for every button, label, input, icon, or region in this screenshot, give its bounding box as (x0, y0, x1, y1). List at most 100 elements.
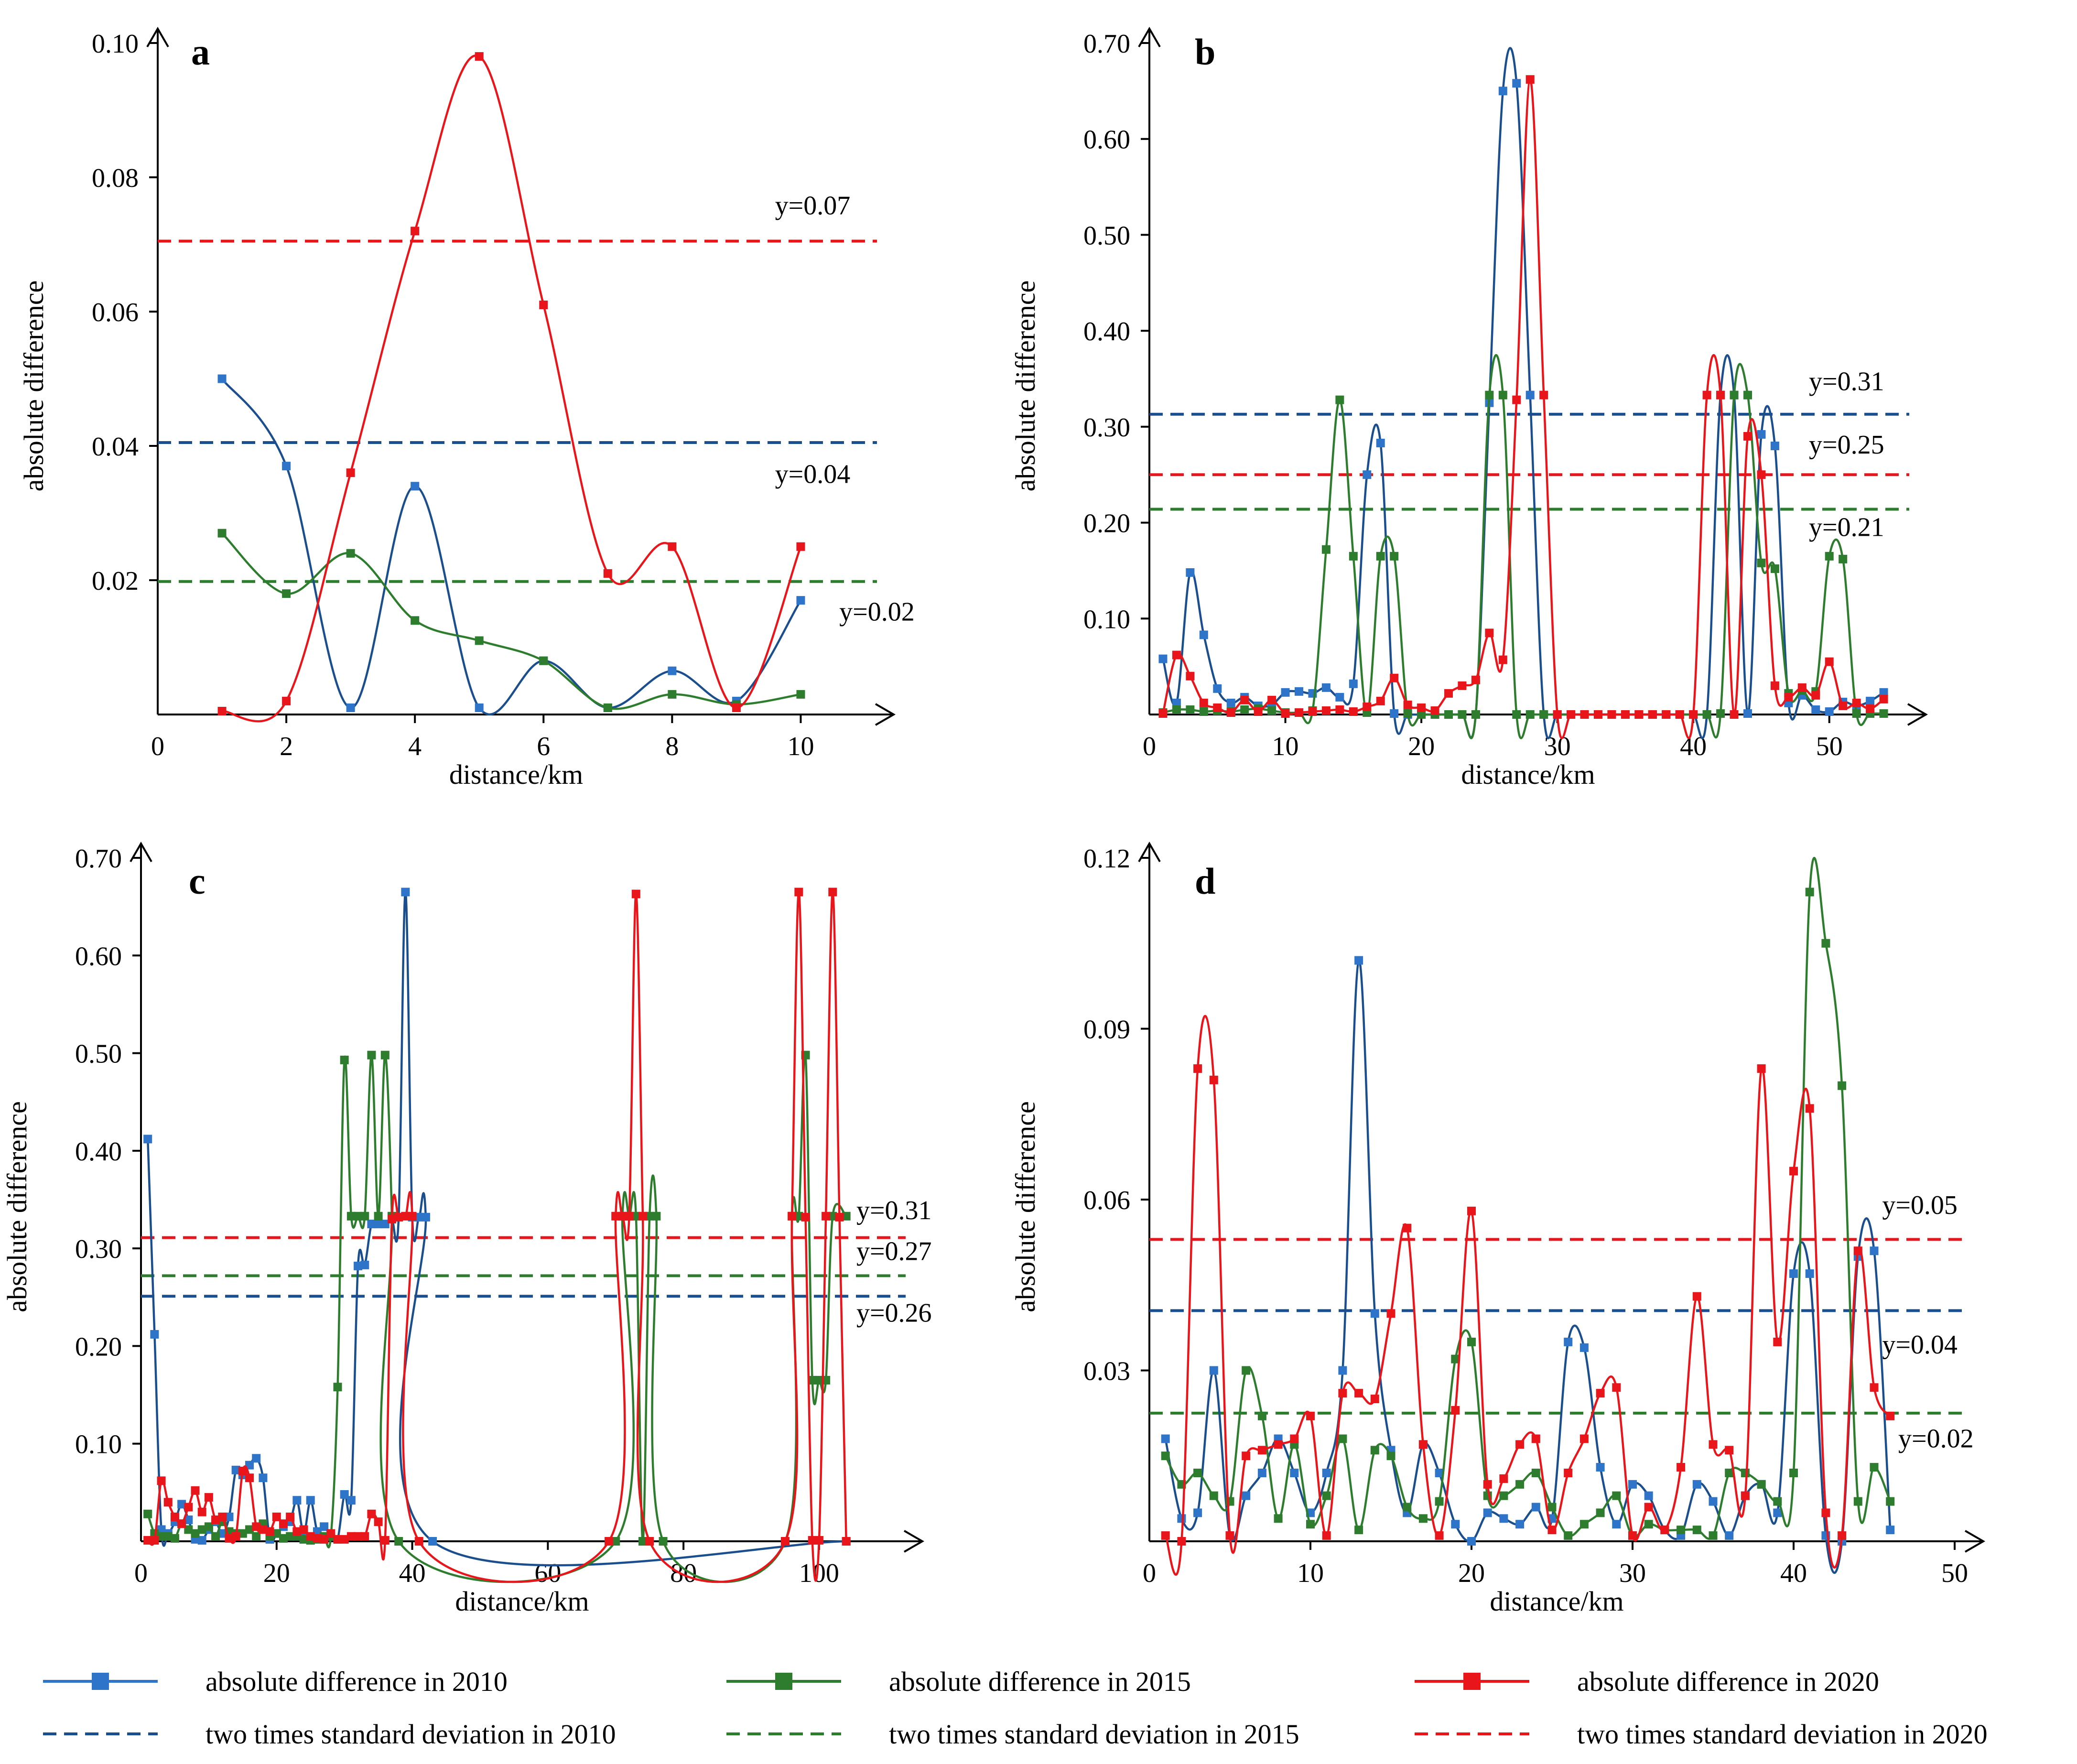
legend-swatch-marker (92, 1673, 109, 1690)
data-point-2015 (1821, 939, 1830, 948)
x-tick-label: 50 (1816, 732, 1843, 761)
y-tick-label: 0.08 (92, 163, 139, 193)
data-point-2015 (245, 1525, 254, 1534)
data-point-2010 (306, 1496, 315, 1505)
y-tick-label: 0.10 (92, 29, 139, 59)
data-point-2020 (475, 52, 484, 61)
legend-item-label: two times standard deviation in 2010 (206, 1719, 616, 1750)
data-point-2015 (1692, 1526, 1701, 1535)
data-point-2015 (1485, 390, 1494, 400)
data-point-2020 (184, 1503, 193, 1512)
y-axis-arrow-icon (146, 27, 169, 48)
data-point-2020 (603, 569, 612, 578)
data-point-2015 (1161, 1451, 1170, 1461)
data-point-2010 (1525, 390, 1535, 400)
std-line-label: y=0.31 (856, 1196, 932, 1225)
data-point-2020 (1435, 1531, 1444, 1540)
data-point-2020 (1267, 695, 1276, 704)
data-point-2020 (1321, 706, 1331, 715)
data-point-2015 (217, 529, 227, 538)
data-point-2015 (252, 1532, 261, 1541)
data-point-2010 (177, 1500, 186, 1509)
data-point-2015 (1322, 1491, 1331, 1500)
data-point-2020 (1498, 655, 1507, 664)
data-point-2020 (1692, 1292, 1701, 1301)
data-point-2015 (1172, 705, 1181, 714)
data-point-2015 (272, 1529, 281, 1538)
data-point-2015 (1451, 1354, 1460, 1364)
data-point-2020 (1709, 1440, 1718, 1449)
data-point-2010 (1158, 654, 1168, 663)
x-tick-label: 100 (799, 1558, 839, 1588)
y-axis-label: absolute difference (1010, 281, 1041, 492)
data-point-2015 (1852, 709, 1861, 718)
y-tick-label: 0.09 (1083, 1015, 1130, 1045)
data-point-2020 (1338, 1389, 1347, 1398)
x-tick-label: 30 (1619, 1558, 1646, 1588)
data-point-2015 (299, 1535, 308, 1544)
x-tick-label: 4 (408, 732, 422, 761)
data-point-2015 (1702, 710, 1711, 719)
data-point-2020 (1354, 1389, 1363, 1398)
data-point-2015 (1193, 1469, 1202, 1477)
data-point-2010 (292, 1496, 302, 1505)
data-point-2020 (1716, 390, 1725, 400)
series-line-2015 (221, 532, 801, 710)
data-point-2020 (1675, 710, 1684, 719)
data-point-2020 (1467, 1206, 1476, 1215)
legend-item-3: absolute difference in 2020 (1415, 1666, 1879, 1697)
data-point-2015 (1209, 1491, 1218, 1500)
data-point-2020 (1242, 1451, 1251, 1461)
data-point-2015 (1853, 1497, 1862, 1506)
data-point-2010 (1515, 1520, 1525, 1529)
std-line-label: y=0.05 (1882, 1190, 1958, 1220)
data-point-2020 (1257, 1446, 1266, 1455)
data-point-2015 (1403, 709, 1412, 718)
data-point-2015 (1257, 1411, 1266, 1420)
x-tick-label: 10 (787, 732, 814, 761)
data-point-2010 (796, 596, 805, 605)
data-point-2020 (794, 887, 803, 897)
y-tick-label: 0.50 (75, 1039, 122, 1069)
data-point-2015 (211, 1532, 220, 1541)
data-point-2020 (1596, 1389, 1605, 1398)
data-point-2015 (1773, 1497, 1782, 1506)
data-point-2020 (1451, 1406, 1460, 1415)
data-point-2015 (1886, 1497, 1895, 1506)
data-point-2020 (618, 1212, 627, 1221)
data-point-2020 (245, 1473, 254, 1483)
data-point-2020 (1158, 709, 1168, 718)
data-point-2010 (1354, 956, 1363, 965)
data-point-2015 (1564, 1531, 1573, 1540)
legend-item-label: absolute difference in 2010 (206, 1666, 508, 1697)
data-point-2020 (360, 1532, 369, 1541)
data-point-2020 (225, 1534, 234, 1543)
data-point-2010 (1498, 87, 1507, 96)
data-point-2010 (346, 1496, 356, 1505)
std-line-label: y=0.04 (775, 459, 851, 489)
std-line-label: y=0.25 (1809, 430, 1884, 460)
data-point-2015 (1306, 1520, 1315, 1529)
data-point-2020 (1295, 708, 1303, 717)
data-point-2020 (1567, 710, 1576, 719)
data-point-2020 (1741, 1491, 1750, 1500)
data-point-2015 (631, 1212, 640, 1221)
x-axis-arrow-icon (1964, 1530, 1985, 1553)
x-tick-label: 0 (1143, 732, 1156, 761)
data-point-2010 (1226, 698, 1235, 707)
data-point-2020 (380, 1536, 389, 1545)
data-point-2020 (1430, 706, 1439, 715)
data-point-2020 (631, 889, 640, 898)
std-line-label: y=0.21 (1809, 513, 1884, 542)
data-point-2020 (1274, 1440, 1283, 1449)
data-point-2020 (1417, 703, 1426, 712)
data-point-2015 (346, 1212, 356, 1221)
data-point-2020 (605, 1537, 614, 1546)
data-point-2020 (1199, 698, 1208, 707)
data-point-2020 (1499, 1474, 1508, 1483)
data-point-2020 (625, 1212, 634, 1221)
x-tick-label: 30 (1544, 732, 1571, 761)
y-tick-label: 0.03 (1083, 1357, 1130, 1386)
data-point-2015 (1757, 558, 1766, 567)
data-point-2020 (1177, 1537, 1186, 1546)
